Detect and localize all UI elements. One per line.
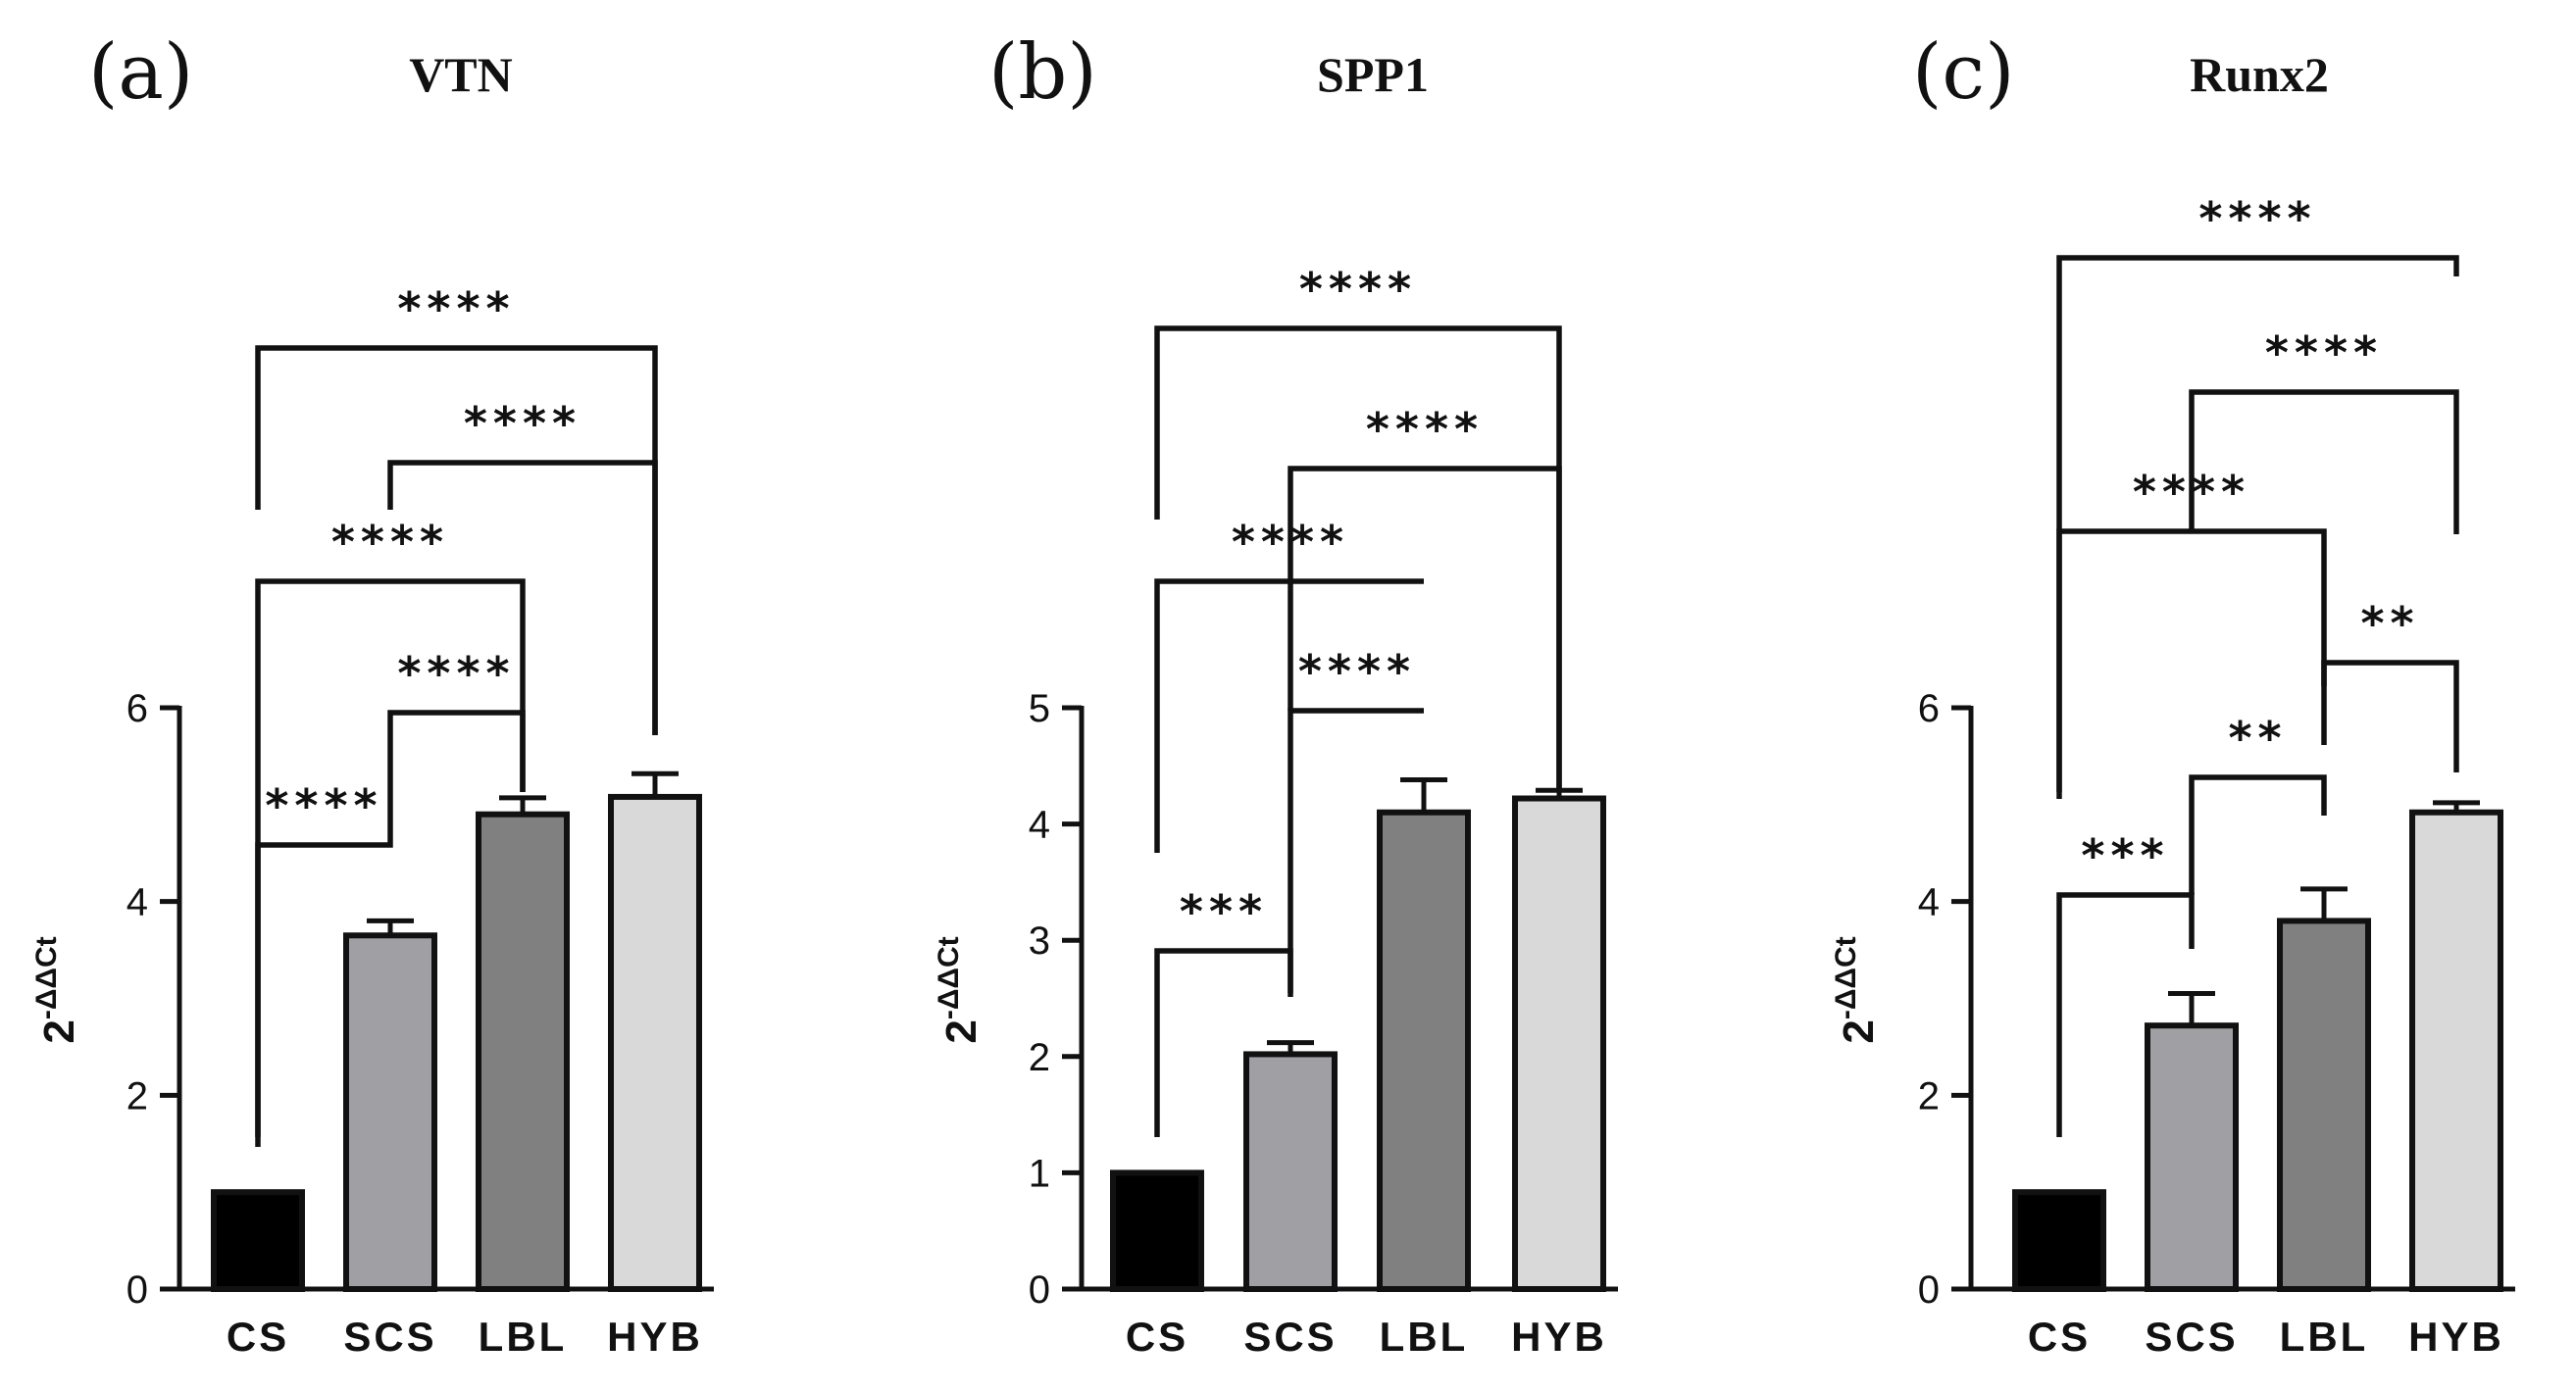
y-tick-label: 2 [1029,1036,1050,1079]
bar-hyb [608,793,702,1293]
panel-label: (b) [988,28,1097,117]
significance-label: **** [265,779,382,832]
significance-bracket [2189,389,2459,534]
y-axis-label-base: 2 [1835,1019,1883,1043]
bar-cs [211,1189,305,1292]
significance-label: **** [1366,403,1484,456]
panel-label: (c) [1912,28,2015,117]
y-axis-label-exponent: -ΔΔCt [933,936,965,1019]
bar-scs [2145,1022,2239,1292]
bar-cs [1110,1169,1204,1293]
significance-label: **** [2133,466,2250,519]
significance-bracket [255,578,526,1137]
significance-label: ** [2360,597,2419,650]
y-tick-label: 6 [1918,687,1940,730]
y-tick-label: 4 [1918,881,1940,924]
significance-label: **** [2198,192,2316,245]
y-tick-label: 6 [126,687,148,730]
chart-title: Runx2 [2190,47,2329,102]
y-axis-label: 2-ΔΔCt [30,936,83,1043]
significance-label: **** [2265,326,2383,379]
category-label: LBL [2280,1314,2369,1360]
y-tick-label: 2 [1918,1074,1940,1118]
y-axis-label-base: 2 [35,1019,83,1043]
y-tick-label: 0 [1029,1268,1050,1312]
bar-cs [2012,1189,2106,1292]
y-tick-label: 4 [126,881,148,924]
bar-lbl [1377,809,1471,1292]
significance-bracket [1154,325,1562,789]
chart-title: VTN [409,47,513,102]
y-tick-label: 1 [1029,1152,1050,1195]
significance-bracket [255,345,658,735]
bar-lbl [2277,918,2371,1293]
y-axis-label: 2-ΔΔCt [1830,936,1883,1043]
y-axis-label-base: 2 [937,1019,985,1043]
significance-label: **** [1232,516,1349,569]
chart-title: SPP1 [1317,47,1429,102]
bar-hyb [1512,795,1606,1292]
significance-label: **** [397,647,515,700]
bar-scs [343,932,437,1293]
significance-bracket [1154,578,1424,853]
bar-lbl [476,811,570,1292]
category-label: HYB [607,1314,703,1360]
significance-label: **** [1298,645,1416,698]
category-label: HYB [2408,1314,2504,1360]
significance-bracket [2189,774,2327,895]
y-tick-label: 4 [1029,804,1050,847]
y-tick-label: 3 [1029,919,1050,963]
significance-label: *** [2081,829,2169,882]
category-label: CS [1126,1314,1188,1360]
y-tick-label: 0 [126,1268,148,1312]
category-label: CS [227,1314,289,1360]
y-tick-label: 0 [1918,1268,1940,1312]
y-axis-label-exponent: -ΔΔCt [30,936,63,1019]
category-label: CS [2028,1314,2091,1360]
bar-hyb [2409,809,2503,1292]
significance-label: **** [1299,263,1417,316]
significance-bracket [2321,660,2459,772]
y-tick-label: 5 [1029,687,1050,730]
category-label: SCS [1243,1314,1337,1360]
significance-bracket [2056,892,2195,1137]
significance-label: *** [1180,885,1268,938]
category-label: SCS [343,1314,436,1360]
y-axis-label: 2-ΔΔCt [933,936,985,1043]
category-label: SCS [2145,1314,2238,1360]
significance-label: **** [397,282,515,335]
significance-label: **** [331,516,449,569]
category-label: LBL [1380,1314,1469,1360]
category-label: LBL [479,1314,568,1360]
significance-label: **** [464,397,581,450]
significance-label: ** [2228,712,2287,765]
category-label: HYB [1511,1314,1607,1360]
y-tick-label: 2 [126,1074,148,1118]
panel-label: (a) [88,28,193,117]
bar-scs [1243,1051,1338,1292]
y-axis-label-exponent: -ΔΔCt [1830,936,1862,1019]
significance-bracket [2056,255,2459,792]
